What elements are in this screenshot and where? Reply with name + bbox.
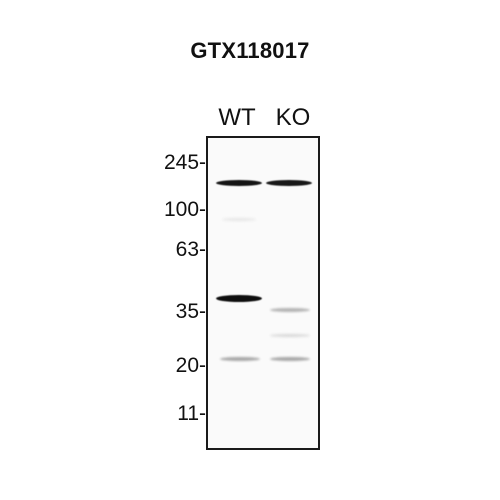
marker-35: 35- [175,300,206,323]
lane-label-wt: WT [218,104,256,131]
band-ko-mid-faint [270,308,310,312]
band-wt-high [216,180,262,186]
lane-label-ko: KO [275,104,311,131]
band-wt-faint-low [220,357,260,361]
band-ko-high [266,180,312,186]
band-wt-faint-upper [222,218,256,221]
figure-title: GTX118017 [190,38,310,63]
marker-245: 245- [163,151,206,174]
band-wt-mid [216,295,262,302]
band-ko-faint-lower [270,334,310,337]
marker-11: 11- [177,402,206,425]
western-blot-membrane [206,136,320,450]
marker-20: 20- [175,354,206,377]
marker-63: 63- [175,238,206,261]
band-ko-faint-low [270,357,310,361]
marker-100: 100- [163,198,206,221]
